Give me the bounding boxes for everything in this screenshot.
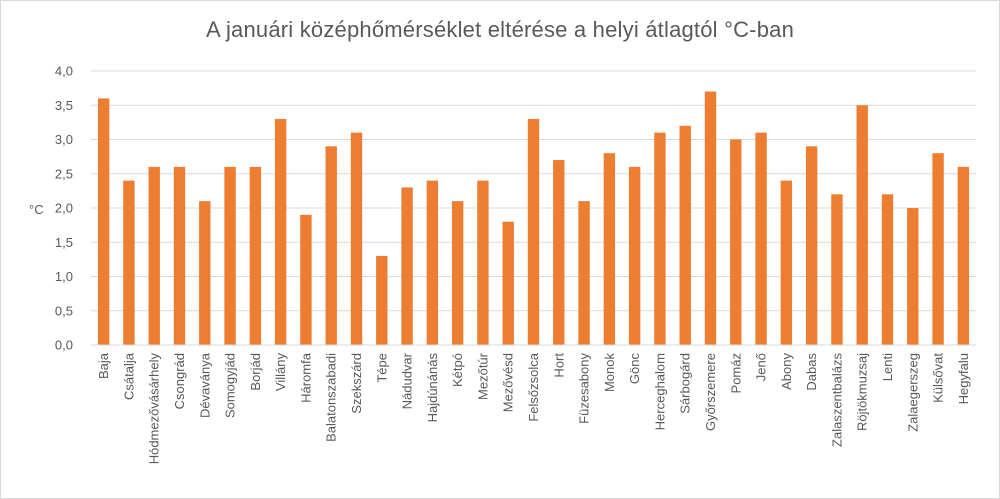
bars xyxy=(97,91,970,346)
bar-Csátalja xyxy=(123,180,135,345)
bar-Mezővésd xyxy=(502,221,514,345)
x-tick-label: Hódmezővásárhely xyxy=(147,353,162,465)
x-tick-label: Csongrád xyxy=(172,353,187,409)
x-tick-label: Herceghalom xyxy=(652,353,667,430)
x-tick-label: Gönc xyxy=(627,353,642,385)
bar-Herceghalom xyxy=(654,132,666,345)
bar-Jenő xyxy=(755,132,767,345)
x-tick-label: Külsővat xyxy=(931,353,946,403)
x-tick-label: Hort xyxy=(551,353,566,378)
x-tick-label: Tépe xyxy=(374,353,389,383)
x-tick-label: Kétpó xyxy=(450,353,465,387)
x-tick-label: Monok xyxy=(602,353,617,393)
bar-Gönc xyxy=(628,166,641,345)
bar-Nádudvar xyxy=(401,187,413,345)
x-tick-label: Felsőzsolca xyxy=(526,352,541,421)
y-tick-label: 3,5 xyxy=(55,98,73,113)
x-tick-label: Sárbogárd xyxy=(678,353,693,414)
bar-Győrszemere xyxy=(704,91,717,345)
y-axis-title: °C xyxy=(29,202,44,217)
x-tick-label: Zalaegerszeg xyxy=(905,353,920,432)
bar-Lenti xyxy=(881,194,894,345)
bar-Sárbogárd xyxy=(679,125,691,345)
bar-Pomáz xyxy=(730,139,742,345)
x-tick-label: Baja xyxy=(96,352,111,379)
x-tick-label: Villány xyxy=(273,353,288,392)
x-tick-label: Csátalja xyxy=(121,352,136,400)
x-tick-label: Mezővésd xyxy=(501,353,516,412)
bar-Hajdúnánás xyxy=(426,180,439,345)
y-tick-label: 3,0 xyxy=(55,132,73,147)
x-tick-label: Háromfa xyxy=(298,352,313,403)
chart-title: A januári középhőmérséklet eltérése a he… xyxy=(205,17,795,42)
bar-Hort xyxy=(553,160,565,345)
bar-Villány xyxy=(274,118,287,345)
bar-Felsőzsolca xyxy=(527,118,540,345)
x-tick-label: Győrszemere xyxy=(703,353,718,431)
y-tick-label: 4,0 xyxy=(55,64,73,79)
bar-Baja xyxy=(97,98,110,346)
x-tick-label: Mezőtúr xyxy=(475,352,490,400)
x-tick-label: Hegyfalu xyxy=(956,353,971,404)
x-tick-label: Somogyjád xyxy=(223,353,238,418)
bar-Monok xyxy=(603,153,616,345)
bar-Kétpó xyxy=(451,201,464,345)
bar-Hegyfalu xyxy=(957,166,970,345)
axes: 0,0 0,5 1,0 1,5 2,0 2,5 3,0 3,5 4,0 Baja Csátalja H… xyxy=(55,64,976,465)
y-tick-label: 2,5 xyxy=(55,166,73,181)
bar-Külsővat xyxy=(932,153,944,345)
bar-Füzesabony xyxy=(578,201,590,345)
x-tick-label: Borjád xyxy=(248,353,263,391)
x-tick-label: Lenti xyxy=(880,353,895,381)
bar-Csongrád xyxy=(173,166,186,345)
y-tick-label: 1,5 xyxy=(55,235,73,250)
bar-Mezőtúr xyxy=(477,180,489,345)
bar-Háromfa xyxy=(300,214,312,345)
bar-Szekszárd xyxy=(350,132,363,345)
x-tick-label: Jenő xyxy=(754,353,769,381)
x-tick-label: Füzesabony xyxy=(577,353,592,424)
x-tick-label: Hajdúnánás xyxy=(425,353,440,423)
bar-Röjtökmuzsaj xyxy=(856,105,868,345)
x-tick-label: Zalaszentbalázs xyxy=(829,353,844,447)
bar-Somogyjád xyxy=(224,166,236,345)
bar-Zalaegerszeg xyxy=(907,208,919,345)
x-tick-label: Nádudvar xyxy=(400,352,415,409)
y-tick-label: 1,0 xyxy=(55,269,73,284)
y-tick-label: 0,5 xyxy=(55,303,73,318)
bar-Zalaszentbalázs xyxy=(831,194,843,345)
x-tick-label: Balatonszabadi xyxy=(324,353,339,442)
bar-Abony xyxy=(780,180,793,345)
bar-Hódmezővásárhely xyxy=(148,166,160,345)
x-tick-label: Abony xyxy=(779,353,794,390)
bar-Dabas xyxy=(805,146,818,345)
y-tick-label: 2,0 xyxy=(55,201,73,216)
x-tick-label: Pomáz xyxy=(728,353,743,393)
x-tick-label: Dévaványa xyxy=(197,352,212,418)
y-tick-label: 0,0 xyxy=(55,338,73,353)
bar-Dévaványa xyxy=(199,201,211,345)
x-tick-label: Dabas xyxy=(804,353,819,391)
bar-Borjád xyxy=(249,166,262,345)
x-tick-label: Röjtökmuzsaj xyxy=(855,353,870,431)
bar-Balatonszabadi xyxy=(325,146,337,345)
bar-Tépe xyxy=(376,255,388,345)
x-tick-label: Szekszárd xyxy=(349,353,364,414)
